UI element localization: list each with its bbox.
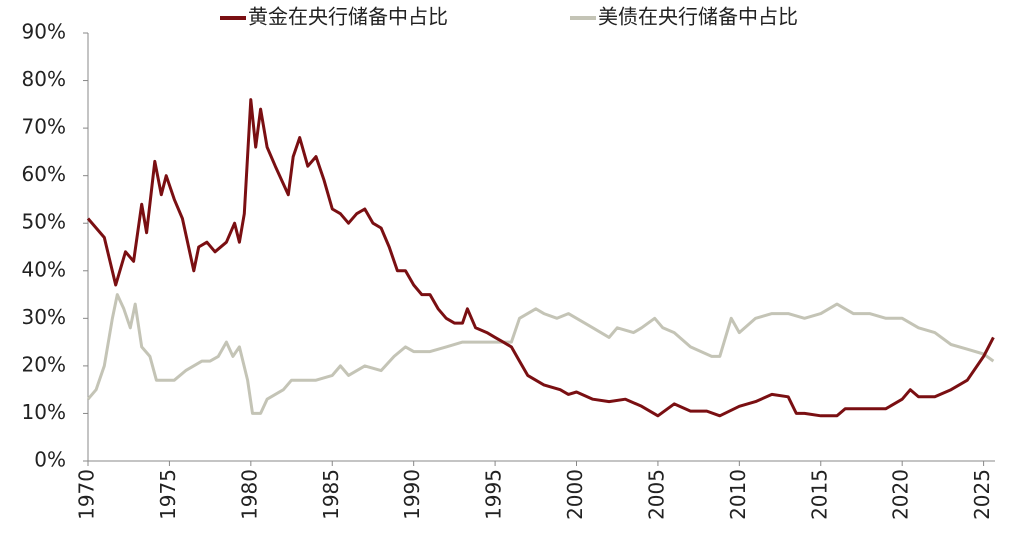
- y-tick-label: 70%: [22, 115, 66, 139]
- x-tick-label: 2000: [563, 469, 587, 520]
- x-tick-label: 2010: [726, 469, 750, 520]
- x-tick-label: 2005: [644, 469, 668, 520]
- line: [86, 293, 995, 415]
- y-tick-label: 0%: [34, 448, 66, 472]
- x-tick-label: 1990: [400, 469, 424, 520]
- x-tick-label: 1970: [75, 469, 99, 520]
- y-tick-label: 40%: [22, 257, 66, 281]
- y-tick-label: 80%: [22, 67, 66, 91]
- y-tick-label: 50%: [22, 210, 66, 234]
- line: [86, 98, 995, 418]
- x-tick-label: 2015: [807, 469, 831, 520]
- legend-label: 美债在央行储备中占比: [598, 5, 798, 29]
- legend-label: 黄金在央行储备中占比: [248, 5, 448, 29]
- y-tick-label: 10%: [22, 400, 66, 424]
- x-tick-label: 2025: [970, 469, 994, 520]
- y-tick-label: 20%: [22, 352, 66, 376]
- x-tick-label: 1995: [482, 469, 506, 520]
- x-tick-label: 1975: [156, 469, 180, 520]
- y-tick-label: 90%: [22, 20, 66, 44]
- x-tick-label: 2020: [889, 469, 913, 520]
- x-tick-label: 1980: [237, 469, 261, 520]
- x-tick-label: 1985: [319, 469, 343, 520]
- y-tick-label: 60%: [22, 162, 66, 186]
- y-tick-label: 30%: [22, 305, 66, 329]
